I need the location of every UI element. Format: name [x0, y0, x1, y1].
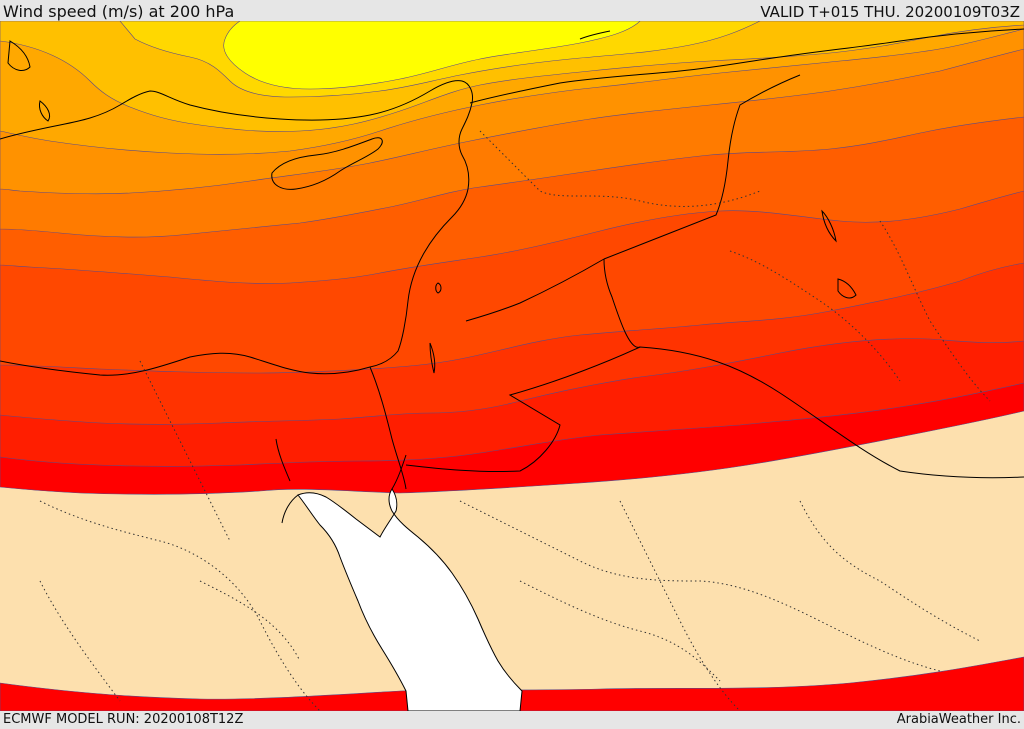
model-run: ECMWF MODEL RUN: 20200108T12Z — [3, 712, 244, 727]
red-sea — [297, 488, 523, 711]
valid-time: VALID T+015 THU. 20200109T03Z — [760, 3, 1020, 21]
footer-bar: ECMWF MODEL RUN: 20200108T12Z ArabiaWeat… — [0, 711, 1024, 729]
wind-speed-map — [0, 21, 1024, 711]
credit-label: ArabiaWeather Inc. — [896, 712, 1021, 727]
header-bar: Wind speed (m/s) at 200 hPa VALID T+015 … — [0, 0, 1024, 21]
chart-title: Wind speed (m/s) at 200 hPa — [3, 2, 235, 21]
band-11 — [223, 21, 641, 90]
internal-boundaries — [39, 130, 991, 711]
coastlines — [0, 28, 1024, 524]
borders — [369, 74, 1024, 490]
